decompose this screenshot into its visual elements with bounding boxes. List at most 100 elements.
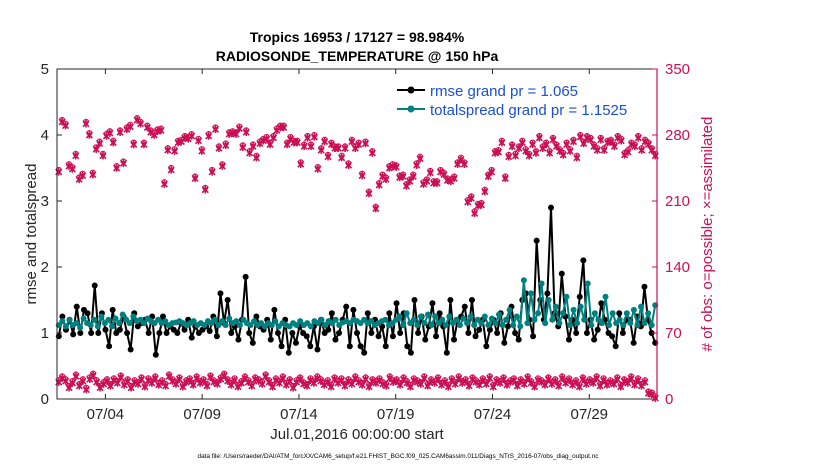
spread-point	[446, 313, 453, 320]
obs-low-assimilated-marker	[103, 377, 111, 385]
obs-low-assimilated-marker	[451, 380, 459, 388]
obs-assimilated-marker	[222, 141, 230, 150]
obs-low-assimilated-marker	[406, 382, 415, 391]
obs-assimilated-marker	[559, 151, 567, 159]
obs-low-assimilated-marker	[382, 382, 390, 390]
obs-low-assimilated-marker	[589, 379, 597, 387]
obs-low-assimilated-marker	[579, 375, 587, 383]
obs-assimilated-marker	[358, 171, 366, 180]
rmse-point	[630, 339, 637, 346]
obs-assimilated-marker	[341, 144, 349, 152]
obs-low-assimilated-marker	[151, 374, 159, 383]
obs-low-assimilated-marker	[262, 372, 270, 381]
obs-assimilated-marker	[259, 136, 267, 145]
obs-low-assimilated-marker	[458, 379, 466, 387]
spread-point	[297, 318, 304, 325]
spread-point	[531, 316, 538, 323]
obs-low-assimilated-marker	[499, 375, 508, 383]
rmse-point	[436, 310, 443, 317]
spread-point	[119, 311, 126, 318]
rmse-point	[174, 330, 181, 336]
obs-low-assimilated-marker	[613, 375, 621, 383]
obs-assimilated-marker	[638, 146, 646, 154]
obs-low-assimilated-marker	[148, 379, 156, 387]
obs-low-assimilated-marker	[220, 371, 228, 380]
obs-low-assimilated-marker	[286, 377, 294, 385]
obs-assimilated-marker	[382, 175, 390, 184]
obs-assimilated-marker	[484, 172, 492, 181]
obs-assimilated-marker	[552, 142, 560, 151]
obs-assimilated-marker	[529, 140, 537, 149]
obs-assimilated-marker	[644, 140, 653, 149]
obs-low-assimilated-marker	[475, 381, 483, 389]
obs-assimilated-marker	[505, 152, 513, 161]
rmse-point	[163, 330, 170, 336]
rmse-point	[156, 330, 163, 336]
spread-point	[425, 311, 432, 318]
obs-assimilated-marker	[385, 164, 393, 172]
obs-assimilated-marker	[617, 136, 625, 145]
rmse-point	[364, 310, 371, 317]
obs-assimilated-marker	[218, 162, 226, 170]
obs-low-assimilated-marker	[513, 382, 521, 390]
obs-assimilated-marker	[624, 148, 632, 156]
obs-assimilated-marker	[126, 122, 134, 131]
obs-assimilated-marker	[263, 134, 271, 143]
rmse-point	[70, 331, 77, 338]
obs-assimilated-marker	[522, 147, 530, 155]
spread-point	[588, 322, 595, 329]
spread-point	[577, 303, 584, 310]
rmse-point	[224, 297, 231, 303]
obs-assimilated-marker	[167, 166, 175, 174]
rmse-point	[354, 330, 360, 336]
obs-low-assimilated-marker	[203, 382, 211, 390]
spread-point	[293, 322, 300, 329]
spread-point	[66, 316, 73, 323]
rmse-point	[583, 330, 590, 336]
spread-point	[538, 280, 545, 287]
spread-point	[552, 303, 559, 310]
rmse-point	[361, 349, 368, 356]
rmse-point	[433, 333, 440, 340]
spread-point	[460, 315, 467, 322]
obs-low-assimilated-marker	[379, 380, 387, 388]
rmse-point	[246, 330, 253, 336]
obs-assimilated-marker	[344, 161, 353, 169]
rmse-point	[242, 273, 249, 280]
rmse-point	[415, 330, 422, 336]
spread-point	[162, 318, 169, 325]
rmse-point	[292, 339, 299, 346]
spread-point	[439, 316, 446, 323]
obs-assimilated-marker	[535, 134, 543, 142]
obs-low-assimilated-marker	[348, 380, 356, 388]
rmse-point	[443, 349, 450, 356]
obs-low-assimilated-marker	[441, 378, 449, 386]
obs-assimilated-marker	[314, 165, 322, 173]
y-right-tick-label: 140	[665, 259, 690, 276]
plot-area	[55, 114, 659, 402]
rmse-point	[271, 306, 278, 313]
spread-point	[80, 315, 87, 322]
obs-low-assimilated-marker	[465, 382, 473, 390]
obs-low-assimilated-marker	[575, 382, 583, 391]
obs-assimilated-marker	[211, 125, 220, 134]
obs-assimilated-marker	[338, 153, 346, 162]
rmse-point	[382, 343, 389, 350]
obs-assimilated-marker	[423, 177, 431, 185]
x-tick-label: 07/04	[87, 406, 125, 423]
obs-assimilated-marker	[113, 164, 121, 172]
obs-low-assimilated-marker	[424, 382, 432, 390]
obs-low-assimilated-marker	[182, 378, 190, 386]
obs-low-assimilated-marker	[444, 382, 452, 391]
obs-assimilated-marker	[525, 151, 533, 160]
spread-point	[116, 320, 123, 327]
y-axis-label-right: # of obs: o=possible; ×=assimilated	[699, 117, 716, 352]
rmse-point	[407, 349, 414, 356]
obs-low-assimilated-marker	[75, 382, 83, 390]
rmse-point	[494, 330, 501, 336]
spread-point	[581, 316, 588, 323]
rmse-point	[411, 297, 418, 303]
obs-low-assimilated-marker	[289, 383, 297, 392]
spread-point	[233, 318, 240, 325]
obs-low-assimilated-marker	[258, 380, 266, 388]
